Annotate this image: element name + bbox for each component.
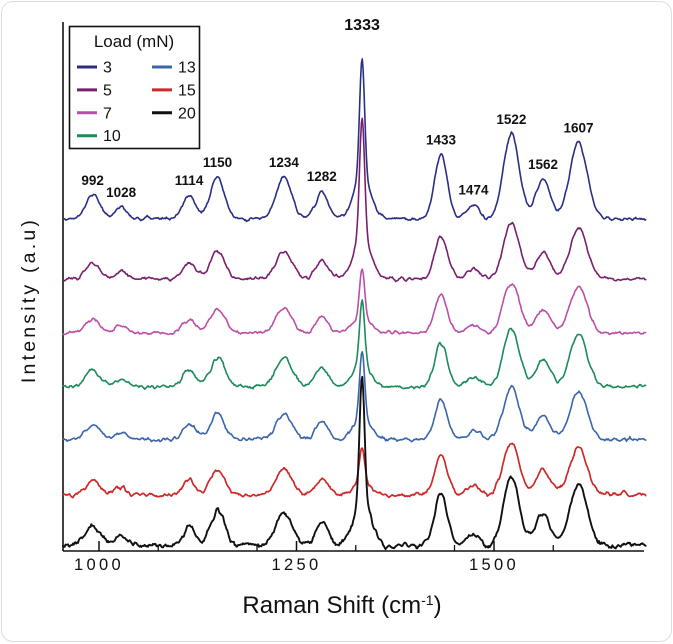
svg-text:1562: 1562 <box>528 157 558 172</box>
svg-text:3: 3 <box>103 60 112 77</box>
svg-text:992: 992 <box>81 173 104 188</box>
svg-text:1474: 1474 <box>458 183 489 198</box>
svg-text:1000: 1000 <box>74 556 124 574</box>
svg-text:10: 10 <box>103 128 121 145</box>
svg-text:1333: 1333 <box>344 17 380 34</box>
svg-text:Intensity (a.u): Intensity (a.u) <box>18 217 40 383</box>
svg-text:1234: 1234 <box>269 155 300 170</box>
svg-text:1028: 1028 <box>106 185 137 200</box>
svg-text:1114: 1114 <box>175 173 204 188</box>
svg-text:7: 7 <box>103 105 112 122</box>
svg-text:1282: 1282 <box>307 169 337 184</box>
svg-text:1607: 1607 <box>564 121 594 136</box>
svg-text:20: 20 <box>178 105 196 122</box>
svg-text:Raman Shift (cm-1): Raman Shift (cm-1) <box>242 592 441 619</box>
svg-text:15: 15 <box>178 82 196 99</box>
svg-text:1433: 1433 <box>426 133 457 148</box>
svg-text:Load (mN): Load (mN) <box>94 32 174 51</box>
svg-text:1500: 1500 <box>469 556 519 574</box>
svg-text:1250: 1250 <box>272 556 322 574</box>
svg-text:1150: 1150 <box>203 155 232 170</box>
svg-text:13: 13 <box>178 60 196 77</box>
svg-text:1522: 1522 <box>496 112 526 127</box>
svg-text:5: 5 <box>103 82 112 99</box>
